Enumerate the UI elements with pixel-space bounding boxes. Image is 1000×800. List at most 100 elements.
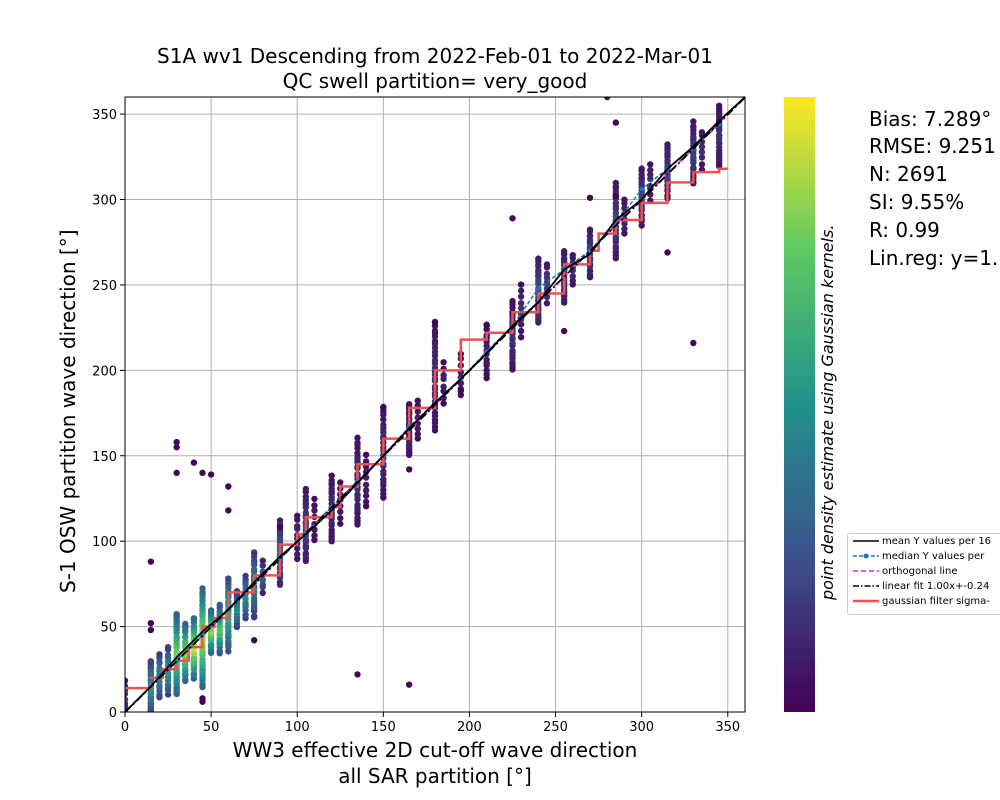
x-axis-label-line2: all SAR partition [°] (338, 764, 532, 788)
y-tick-label: 350 (92, 108, 117, 123)
plot-frame (124, 96, 746, 713)
scatter-point-outlier (147, 619, 155, 627)
gaussian-filter-line (125, 167, 728, 690)
scatter-point (621, 220, 628, 227)
scatter-point-outlier (604, 97, 611, 101)
scatter-point (182, 638, 189, 646)
scatter-point-outlier (612, 119, 620, 126)
scatter-point (715, 131, 723, 139)
scatter-point (517, 299, 525, 307)
y-axis-label: S-1 OSW partition wave direction [°] (56, 229, 80, 593)
scatter-point-outlier (250, 637, 258, 644)
scatter-point-outlier (586, 194, 594, 201)
legend-label-linear-fit: linear fit 1.00x+-0.24 (882, 581, 990, 592)
scatter-point (164, 643, 172, 651)
chart-title-line1: S1A wv1 Descending from 2022-Feb-01 to 2… (157, 44, 713, 68)
scatter-point (190, 615, 198, 622)
median-marker (148, 679, 154, 684)
scatter-point-outlier (207, 471, 215, 478)
scatter-point (431, 409, 439, 416)
scatter-point (405, 400, 413, 408)
scatter-point (362, 451, 370, 459)
scatter-point (698, 143, 706, 151)
y-tick-label: 250 (92, 279, 117, 294)
scatter-point (569, 273, 576, 280)
x-tick-label: 300 (629, 720, 654, 735)
scatter-point (362, 481, 370, 489)
scatter-point (698, 161, 706, 168)
scatter-point-outlier (199, 469, 206, 477)
scatter-point (647, 166, 654, 174)
scatter-point (535, 255, 542, 262)
scatter-point (517, 327, 525, 335)
scatter-point (431, 357, 439, 364)
scatter-point (638, 165, 645, 172)
stat-rmse: RMSE: 9.251 (869, 134, 996, 158)
scatter-point (517, 281, 525, 288)
x-tick-label: 0 (121, 720, 129, 735)
stat-n: N: 2691 (869, 162, 948, 186)
scatter-point (621, 230, 628, 237)
scatter-point (414, 430, 421, 438)
scatter-point-outlier (380, 404, 387, 412)
scatter-point (354, 449, 361, 457)
scatter-point (380, 416, 387, 423)
scatter-point-outlier (690, 339, 697, 347)
legend-label-median: median Y values per (882, 551, 985, 562)
legend-item-orthogonal: orthogonal line (848, 564, 1000, 579)
x-tick-label: 200 (457, 720, 482, 735)
scatter-point (509, 297, 516, 305)
y-tick-label: 150 (92, 450, 117, 465)
scatter-point (156, 665, 163, 672)
scatter-point (440, 383, 447, 390)
scatter-point (294, 555, 301, 563)
scatter-point (612, 199, 620, 207)
scatter-point (440, 371, 447, 379)
scatter-point (250, 549, 258, 556)
x-tick-label: 250 (543, 720, 568, 735)
scatter-point (250, 612, 258, 620)
scatter-point (294, 512, 301, 519)
scatter-point (560, 247, 568, 255)
scatter-point (311, 495, 318, 503)
scatter-point-outlier (612, 192, 620, 200)
scatter-point (517, 321, 525, 328)
scatter-point (621, 225, 628, 233)
y-tick-label: 200 (92, 364, 117, 379)
scatter-point (698, 148, 706, 156)
scatter-point (612, 179, 620, 187)
scatter-point-outlier (225, 483, 232, 490)
scatter-point-outlier (173, 438, 180, 446)
linear-fit-line (125, 97, 745, 712)
colorbar (784, 97, 815, 712)
scatter-point (259, 581, 266, 589)
legend-item-linear-fit: linear fit 1.00x+-0.24 (848, 579, 1000, 594)
scatter-point (586, 232, 594, 240)
scatter-point (362, 492, 370, 499)
scatter-point (125, 677, 129, 684)
scatter-point (483, 367, 490, 374)
scatter-point (354, 514, 361, 522)
scatter-point (362, 502, 370, 510)
scatter-point-outlier (225, 507, 232, 514)
legend-swatch-gaussian (853, 599, 879, 603)
scatter-point (621, 205, 628, 212)
legend-swatch-median (853, 553, 879, 559)
y-tick-label: 100 (92, 535, 117, 550)
scatter-point (337, 508, 344, 515)
scatter-point (173, 648, 180, 656)
legend-swatch-linear-fit (853, 585, 879, 587)
scatter-point (294, 551, 301, 558)
scatter-point (362, 487, 370, 494)
scatter-point (354, 501, 361, 509)
stat-bias: Bias: 7.289° (869, 107, 992, 131)
median-marker (639, 187, 644, 192)
scatter-point (569, 277, 576, 284)
scatter-point (647, 161, 654, 168)
scatter-point (664, 141, 671, 148)
colorbar-label: point density estimate using Gaussian ke… (818, 224, 837, 600)
scatter-point (414, 397, 421, 404)
x-tick-label: 50 (203, 720, 220, 735)
legend-label-gaussian: gaussian filter sigma- (882, 596, 990, 607)
scatter-point-outlier (431, 319, 439, 326)
